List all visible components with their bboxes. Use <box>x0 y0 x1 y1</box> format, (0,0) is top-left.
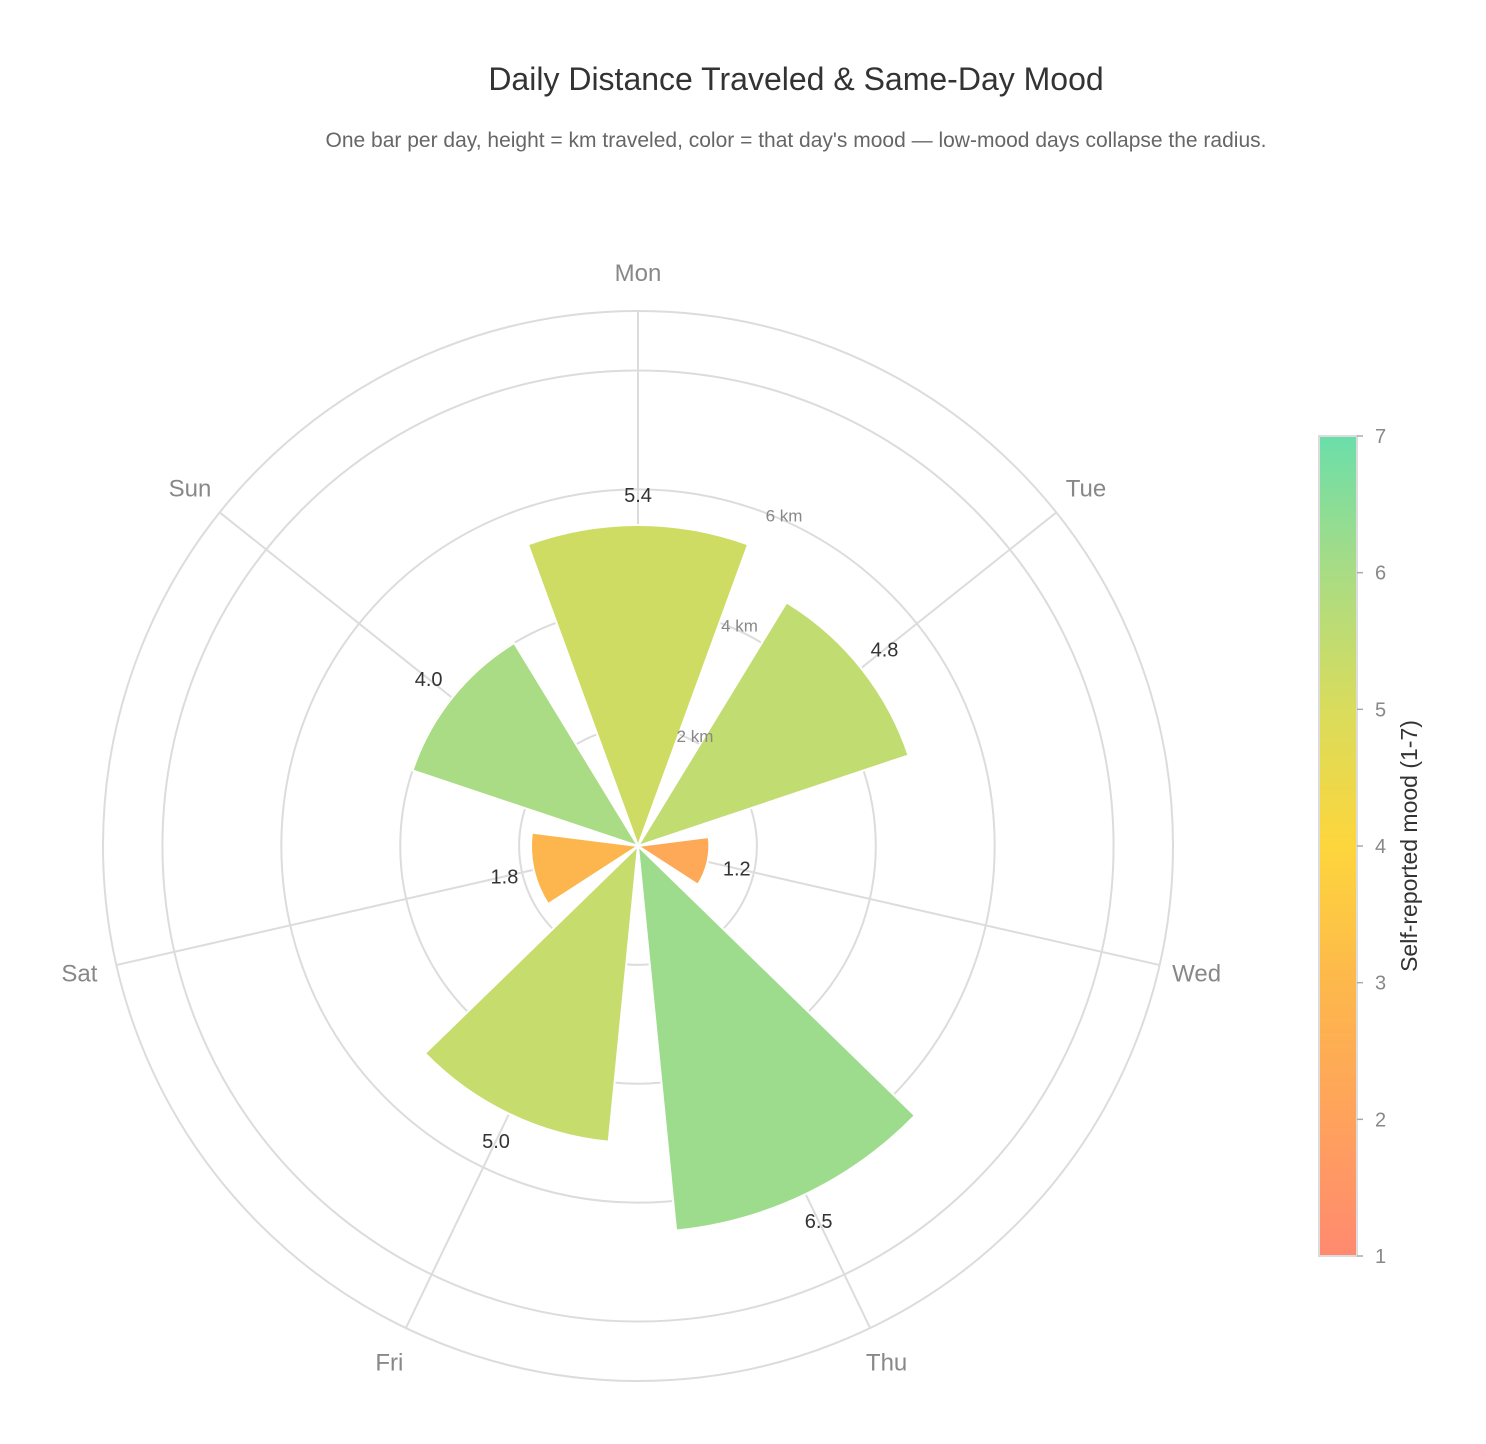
colorbar-title: Self-reported mood (1-7) <box>1396 720 1422 972</box>
value-labels: 5.4 4.8 1.2 6.5 5.0 1.8 4.0 <box>415 485 899 1233</box>
colorbar-tick-label: 2 <box>1375 1109 1386 1131</box>
bar-mon <box>526 524 750 849</box>
colorbar-tick-label: 1 <box>1375 1246 1386 1268</box>
radial-tick-label: 2 km <box>677 727 714 746</box>
colorbar-tick-label: 7 <box>1375 426 1386 448</box>
value-label-thu: 6.5 <box>805 1211 833 1233</box>
colorbar-tick-label: 4 <box>1375 836 1386 858</box>
colorbar-tick-label: 3 <box>1375 973 1386 995</box>
radial-tick-label: 4 km <box>721 617 758 636</box>
day-label-mon: Mon <box>615 260 662 287</box>
radial-tick-labels: 2 km 4 km 6 km <box>677 506 803 745</box>
angular-tick-labels: Mon Tue Wed Thu Fri Sat Sun <box>61 260 1221 1376</box>
colorbar-tick-label: 5 <box>1375 699 1386 721</box>
value-label-tue: 4.8 <box>871 639 899 661</box>
bar-tue <box>635 601 910 848</box>
grid-spoke <box>637 845 1160 967</box>
day-label-tue: Tue <box>1066 476 1106 503</box>
value-label-sat: 1.8 <box>491 866 519 888</box>
value-label-wed: 1.2 <box>723 859 751 881</box>
bar-wed <box>635 835 711 887</box>
bar-thu <box>636 843 917 1232</box>
colorbar-gradient <box>1318 435 1358 1257</box>
colorbar-tick-label: 6 <box>1375 563 1386 585</box>
colorbar: 1 2 3 4 5 6 7 Self-reported mood (1-7) <box>1318 426 1422 1268</box>
value-label-mon: 5.4 <box>624 485 652 507</box>
day-label-wed: Wed <box>1172 961 1221 988</box>
value-label-sun: 4.0 <box>415 669 443 691</box>
radial-tick-label: 6 km <box>766 506 803 525</box>
day-label-sun: Sun <box>169 476 212 503</box>
chart-subtitle: One bar per day, height = km traveled, c… <box>326 129 1267 152</box>
bar-fri <box>423 843 640 1143</box>
colorbar-ticks: 1 2 3 4 5 6 7 <box>1357 426 1386 1268</box>
bars <box>411 524 917 1232</box>
day-label-sat: Sat <box>61 961 97 988</box>
day-label-thu: Thu <box>866 1349 907 1376</box>
bar-sat <box>530 831 641 906</box>
day-label-fri: Fri <box>375 1349 403 1376</box>
value-label-fri: 5.0 <box>482 1131 510 1153</box>
chart-title: Daily Distance Traveled & Same-Day Mood <box>488 61 1103 97</box>
bar-sun <box>411 641 641 848</box>
